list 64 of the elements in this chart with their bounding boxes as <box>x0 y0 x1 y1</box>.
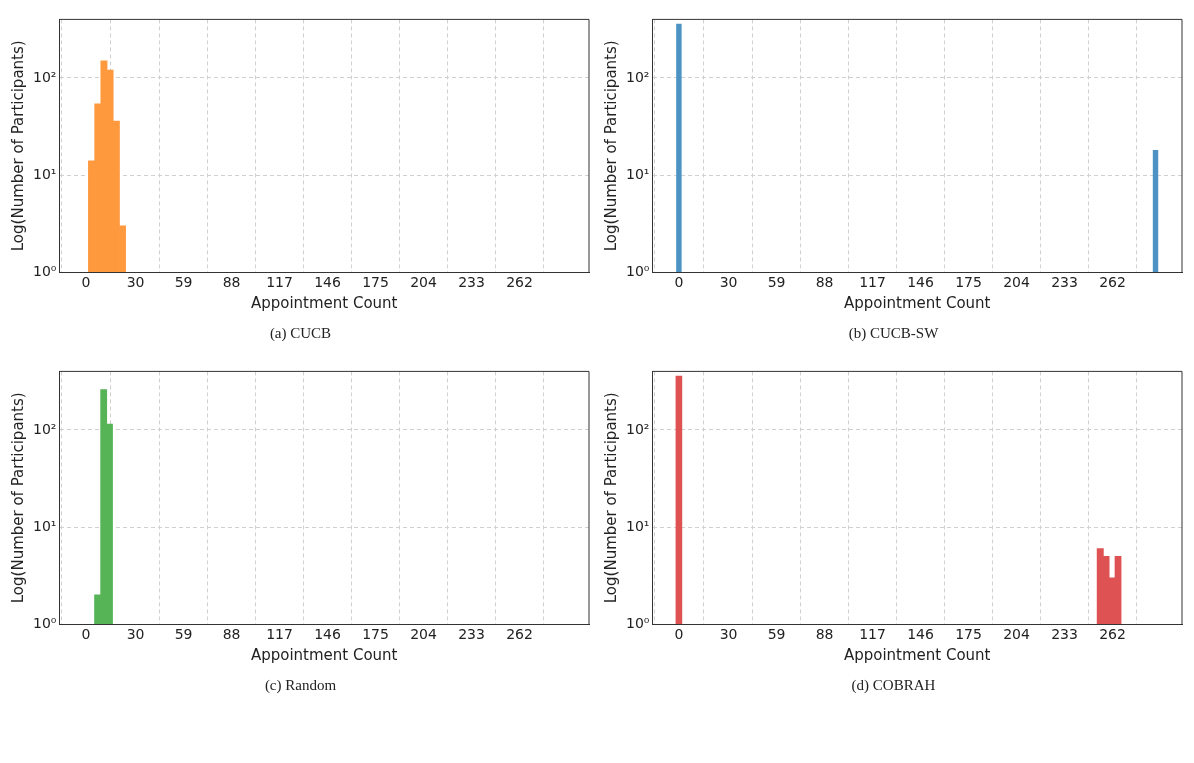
y-axis-title: Log(Number of Participants) <box>8 392 27 604</box>
x-tick-label: 59 <box>174 626 193 643</box>
x-tick-label: 30 <box>719 274 738 291</box>
y-tick-label: 10² <box>625 68 650 85</box>
x-tick-label: 175 <box>955 274 982 291</box>
x-tick-label: 233 <box>1051 626 1078 643</box>
y-tick-label: 10⁰ <box>32 262 57 279</box>
x-tick-label: 204 <box>410 626 437 643</box>
y-tick-label: 10⁰ <box>625 262 650 279</box>
x-tick-label: 117 <box>266 626 293 643</box>
x-tick-label: 59 <box>767 626 786 643</box>
x-tick-label: 117 <box>859 274 886 291</box>
x-tick-label: 88 <box>815 274 834 291</box>
x-tick-label: 175 <box>362 274 389 291</box>
y-tick-label: 10¹ <box>32 517 57 534</box>
text: (b) CUCB-SW <box>848 325 939 342</box>
y-axis-title: Log(Number of Participants) <box>8 40 27 252</box>
x-tick-label: 175 <box>362 626 389 643</box>
x-tick-label: 117 <box>859 626 886 643</box>
x-tick-label: 233 <box>1051 274 1078 291</box>
text: (d) COBRAH <box>851 677 936 694</box>
x-tick-label: 146 <box>314 274 341 291</box>
x-tick-label: 59 <box>174 274 193 291</box>
y-tick-label: 10² <box>32 68 57 85</box>
y-tick-label: 10¹ <box>32 165 57 182</box>
text: (a) CUCB <box>269 325 332 342</box>
y-axis-title: Log(Number of Participants) <box>601 40 620 252</box>
y-axis-title: Log(Number of Participants) <box>601 392 620 604</box>
y-tick-label: 10⁰ <box>625 614 650 631</box>
x-tick-label: 30 <box>719 626 738 643</box>
x-tick-label: 146 <box>907 626 934 643</box>
x-tick-label: 262 <box>506 626 533 643</box>
y-tick-label: 10⁰ <box>32 614 57 631</box>
x-tick-label: 204 <box>410 274 437 291</box>
x-tick-label: 233 <box>458 626 485 643</box>
x-tick-label: 88 <box>815 626 834 643</box>
x-tick-label: 0 <box>81 626 91 643</box>
x-tick-label: 88 <box>222 274 241 291</box>
x-tick-label: 262 <box>1099 274 1126 291</box>
x-tick-label: 175 <box>955 626 982 643</box>
x-tick-label: 0 <box>674 274 684 291</box>
y-tick-label: 10² <box>32 420 57 437</box>
text: (c) Random <box>264 677 337 694</box>
x-axis-title: Appointment Count <box>250 293 398 312</box>
x-tick-label: 0 <box>81 274 91 291</box>
x-tick-label: 146 <box>907 274 934 291</box>
x-tick-label: 204 <box>1003 274 1030 291</box>
x-tick-label: 88 <box>222 626 241 643</box>
x-tick-label: 146 <box>314 626 341 643</box>
x-tick-label: 262 <box>1099 626 1126 643</box>
x-tick-label: 204 <box>1003 626 1030 643</box>
x-tick-label: 0 <box>674 626 684 643</box>
y-tick-label: 10¹ <box>625 165 650 182</box>
x-tick-label: 233 <box>458 274 485 291</box>
x-tick-label: 30 <box>126 274 145 291</box>
x-axis-title: Appointment Count <box>843 645 991 664</box>
x-tick-label: 117 <box>266 274 293 291</box>
x-axis-title: Appointment Count <box>250 645 398 664</box>
x-tick-label: 262 <box>506 274 533 291</box>
x-tick-label: 59 <box>767 274 786 291</box>
y-tick-label: 10¹ <box>625 517 650 534</box>
y-tick-label: 10² <box>625 420 650 437</box>
x-axis-title: Appointment Count <box>843 293 991 312</box>
x-tick-label: 30 <box>126 626 145 643</box>
